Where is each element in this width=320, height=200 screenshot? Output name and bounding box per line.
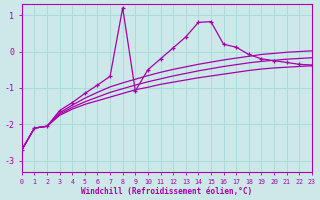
X-axis label: Windchill (Refroidissement éolien,°C): Windchill (Refroidissement éolien,°C) bbox=[81, 187, 252, 196]
